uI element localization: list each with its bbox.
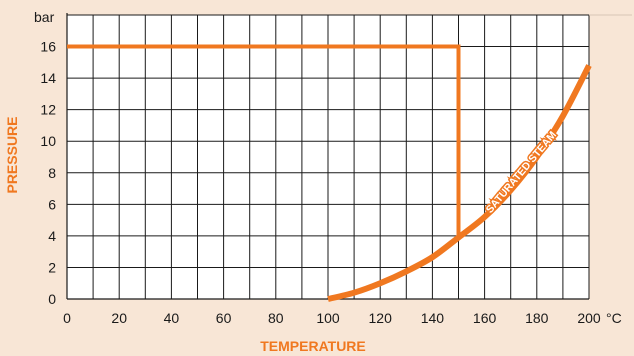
x-tick-label: 140 (421, 310, 445, 326)
y-tick-label: 0 (48, 291, 56, 307)
y-unit-label: bar (34, 9, 55, 25)
y-tick-label: 8 (48, 165, 56, 181)
y-tick-label: 16 (40, 39, 56, 55)
x-tick-label: 120 (369, 310, 393, 326)
x-tick-label: 180 (525, 310, 549, 326)
series-layer (67, 44, 592, 302)
y-tick-label: 14 (40, 70, 56, 86)
x-tick-label: 0 (63, 310, 71, 326)
x-tick-label: 100 (316, 310, 340, 326)
x-unit-label: °C (606, 310, 622, 326)
x-axis-title: TEMPERATURE (260, 338, 366, 354)
y-tick-label: 6 (48, 196, 56, 212)
x-tick-label: 200 (577, 310, 601, 326)
x-tick-label: 60 (216, 310, 232, 326)
y-tick-label: 10 (40, 133, 56, 149)
saturated-steam-curve (327, 64, 592, 302)
y-tick-label: 4 (48, 228, 56, 244)
x-tick-labels: 0 20 40 60 80 100 120 140 160 180 200 (63, 310, 601, 326)
operating-limit-line (67, 44, 461, 238)
y-tick-label: 2 (48, 259, 56, 275)
x-tick-label: 40 (164, 310, 180, 326)
y-axis-title: PRESSURE (4, 116, 20, 193)
x-tick-label: 80 (268, 310, 284, 326)
x-tick-label: 160 (473, 310, 497, 326)
y-tick-labels: 0 2 4 6 8 10 12 14 16 (40, 39, 56, 307)
x-tick-label: 20 (111, 310, 127, 326)
y-tick-label: 12 (40, 102, 56, 118)
